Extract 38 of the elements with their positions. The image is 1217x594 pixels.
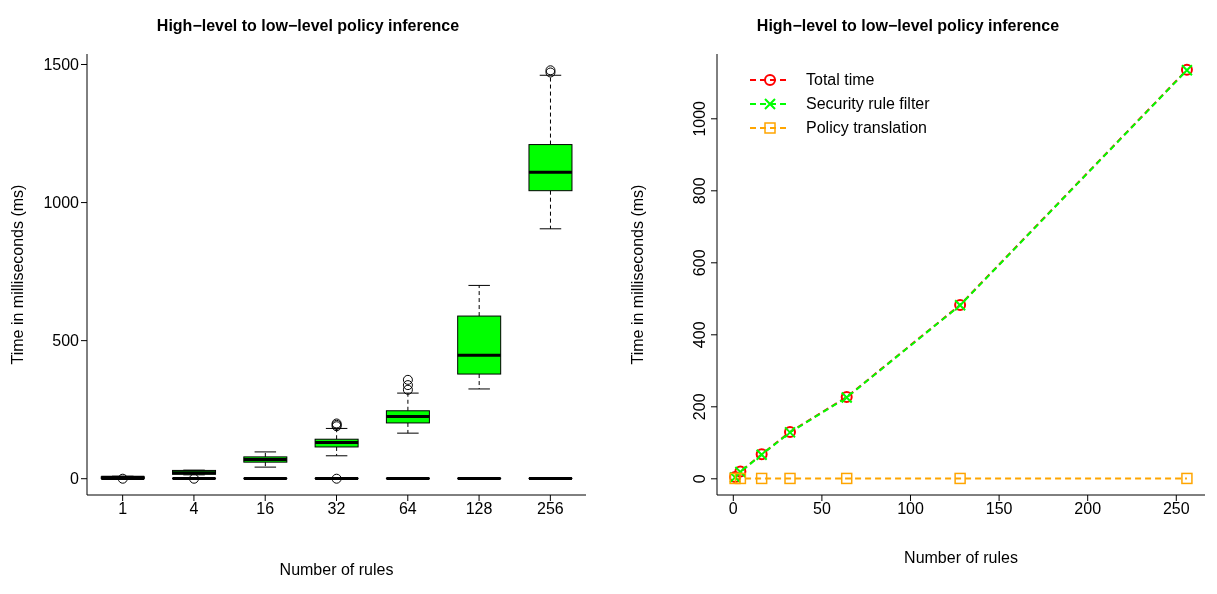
legend-label: Total time (806, 71, 875, 89)
x-tick-label: 32 (327, 500, 346, 518)
y-tick-label: 400 (691, 321, 708, 349)
x-tick-label: 100 (897, 500, 924, 518)
y-tick-label: 0 (691, 474, 708, 484)
point (755, 472, 768, 485)
legend-label: Security rule filter (806, 95, 930, 113)
chart-title: High−level to low−level policy inference (755, 16, 1061, 36)
y-axis-title: Time in milliseconds (ms) (8, 184, 26, 365)
x-axis-title: Number of rules (279, 561, 394, 578)
x-tick-label: 16 (256, 500, 275, 518)
y-tick-label: 600 (691, 249, 708, 277)
x-tick-label: 256 (537, 500, 564, 518)
point (734, 472, 747, 485)
x-axis-title: Number of rules (904, 549, 1018, 566)
chart-title: High−level to low−level policy inference (155, 16, 461, 36)
y-tick-label: 500 (52, 332, 80, 350)
x-tick-label: 50 (813, 500, 831, 518)
x-tick-label: 150 (985, 500, 1013, 518)
y-tick-label: 200 (691, 393, 708, 421)
x-tick-label: 200 (1074, 500, 1102, 518)
y-tick-label: 1000 (691, 100, 708, 137)
y-axis-title: Time in milliseconds (ms) (628, 184, 646, 365)
x-tick-label: 250 (1162, 500, 1190, 518)
x-tick-label: 4 (189, 500, 199, 518)
x-tick-label: 0 (728, 500, 738, 518)
point (1181, 472, 1193, 485)
y-tick-label: 0 (70, 470, 80, 488)
legend-label: Policy translation (806, 119, 927, 137)
x-tick-label: 64 (398, 500, 417, 518)
y-tick-label: 1000 (43, 194, 80, 212)
point (840, 472, 853, 485)
point (784, 472, 796, 485)
point (954, 472, 966, 485)
x-tick-label: 128 (465, 500, 493, 518)
y-tick-label: 800 (691, 177, 708, 205)
y-tick-label: 1500 (43, 56, 80, 74)
x-tick-label: 1 (118, 500, 128, 518)
